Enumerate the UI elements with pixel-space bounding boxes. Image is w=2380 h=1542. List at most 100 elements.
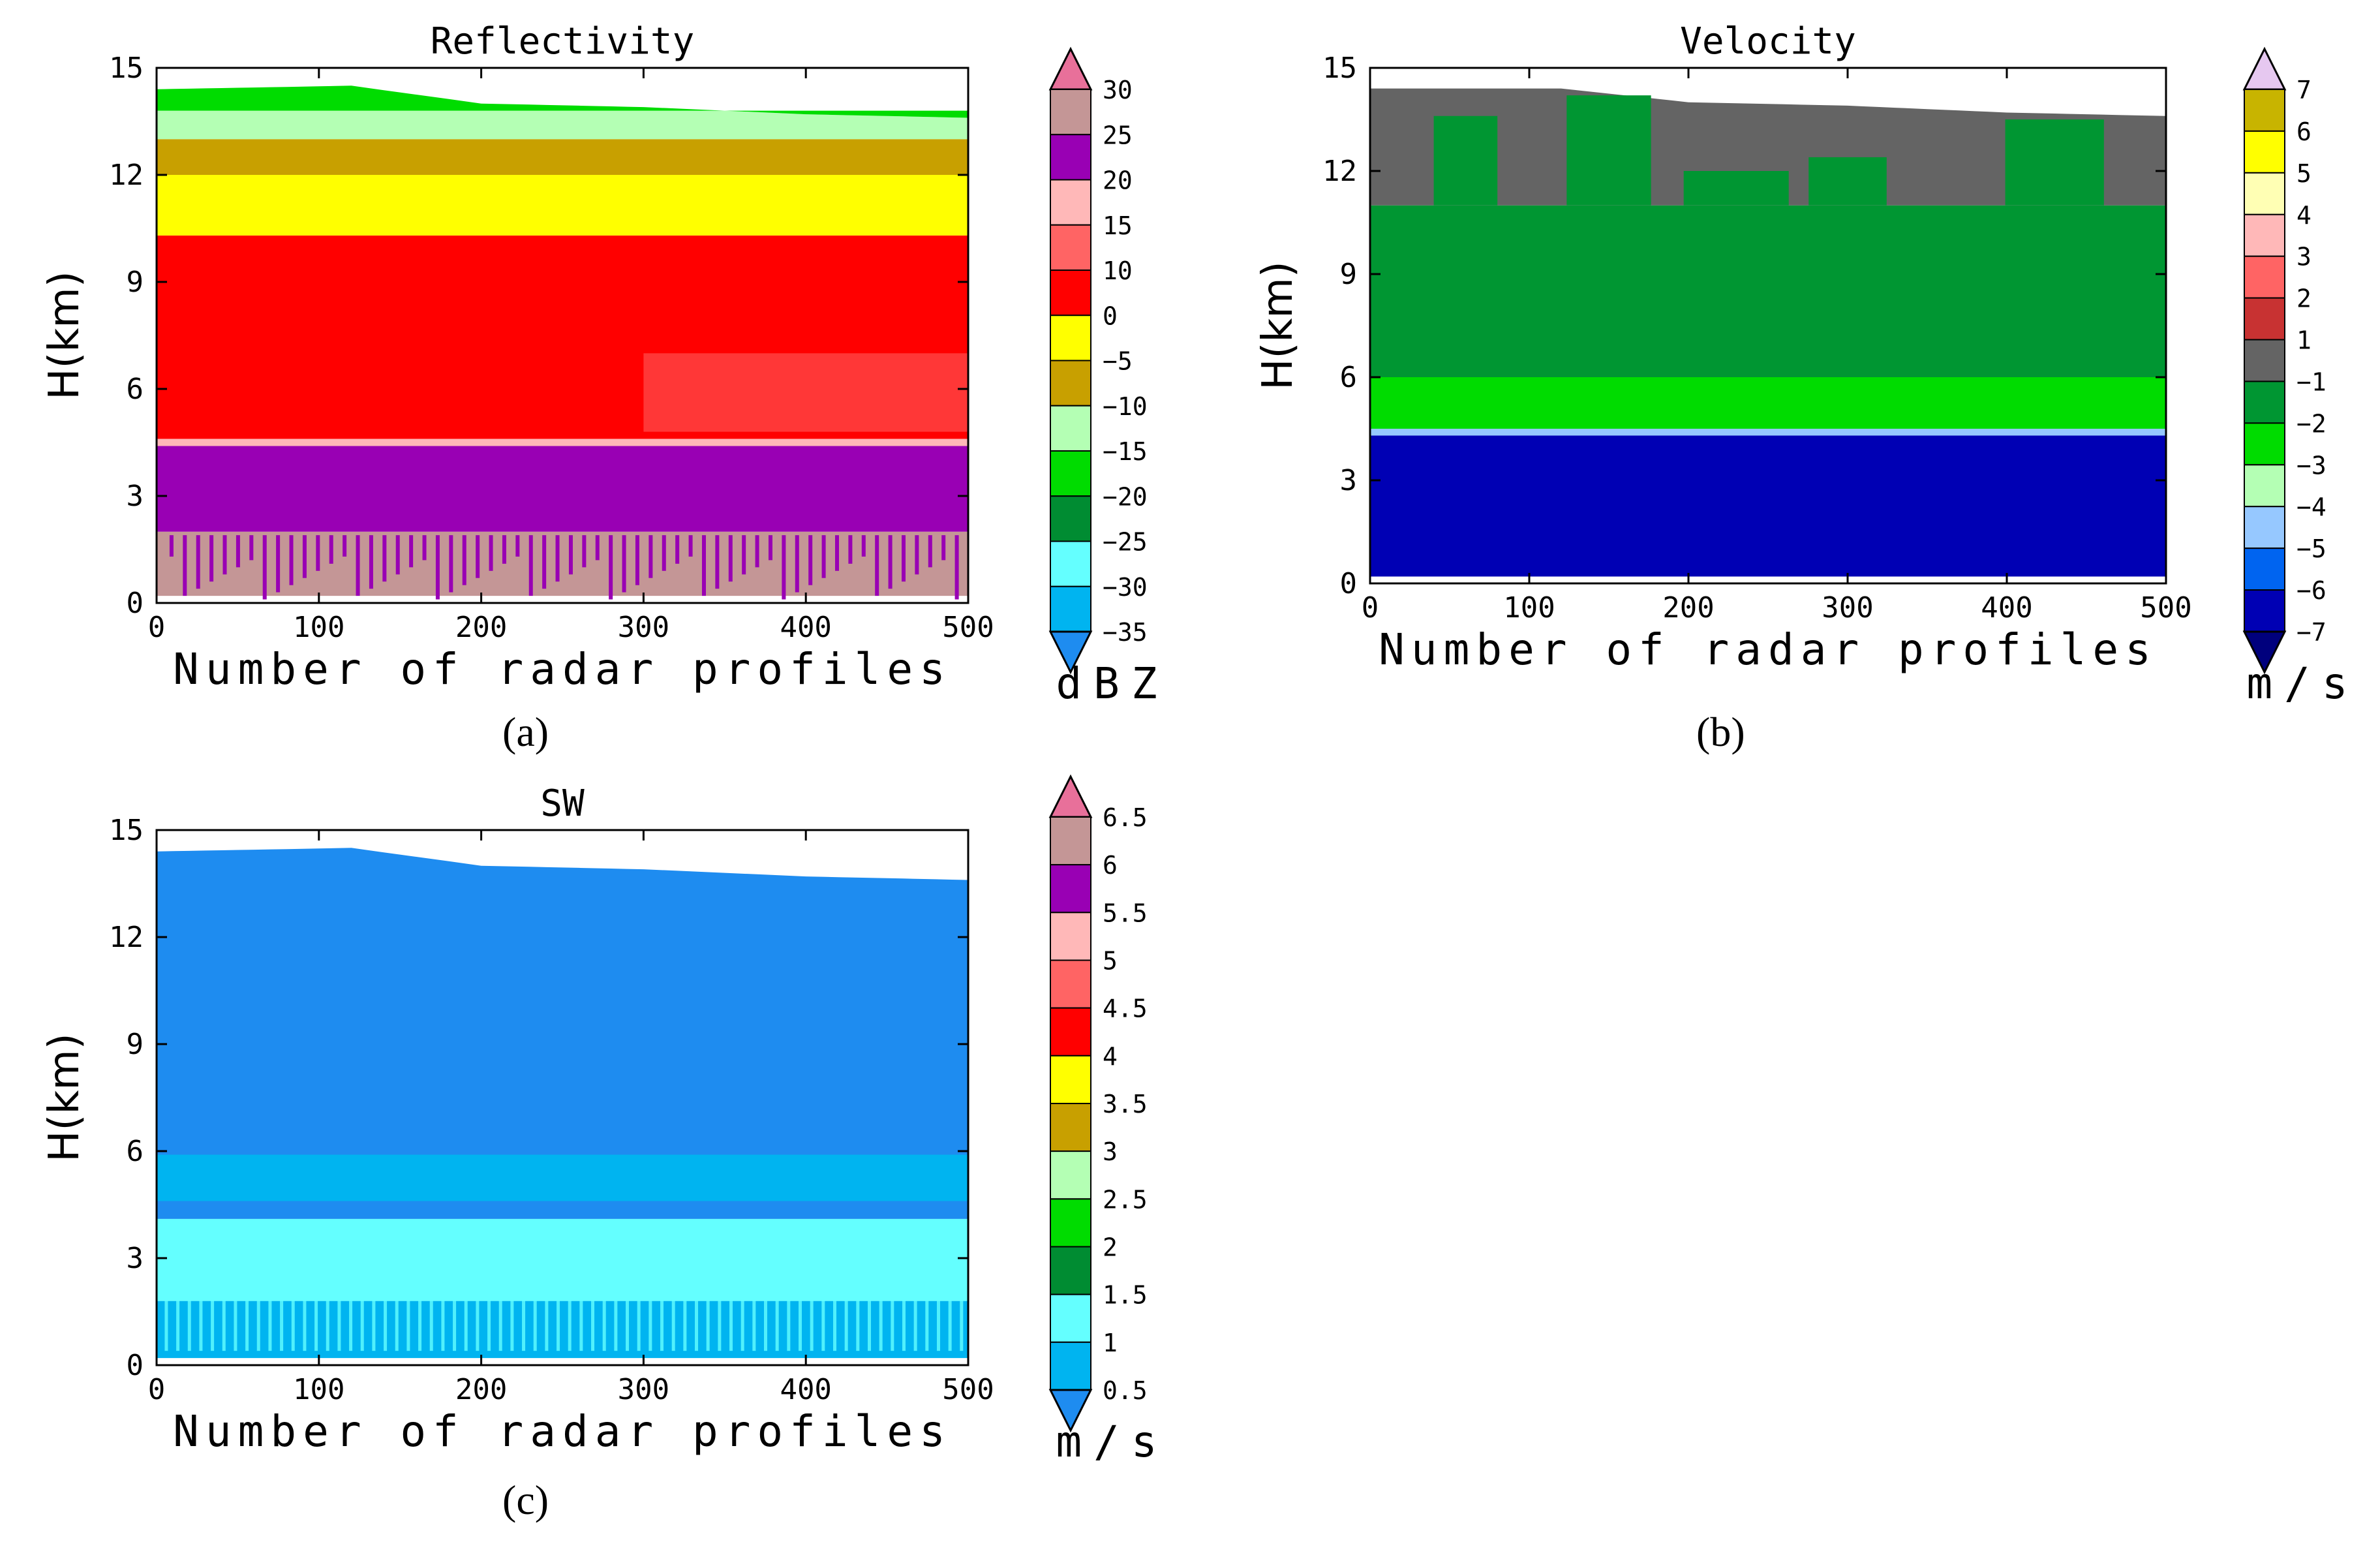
colorbar-level-label: 2.5 bbox=[1103, 1185, 1148, 1214]
y-tick-label: 3 bbox=[127, 1242, 144, 1275]
echo-streak bbox=[595, 535, 600, 561]
colorbar-unit: m/s bbox=[2246, 658, 2359, 709]
chart-title: Velocity bbox=[1680, 20, 1856, 63]
colorbar-level-label: −30 bbox=[1103, 573, 1148, 602]
colorbar-swatch bbox=[1050, 495, 1091, 542]
colorbar-top-arrow bbox=[1048, 774, 1093, 818]
colorbar-swatch bbox=[1050, 450, 1091, 497]
layer-band bbox=[157, 1201, 968, 1219]
echo-streak bbox=[476, 535, 480, 578]
x-axis-label: Number of radar profiles bbox=[1379, 625, 2158, 675]
y-tick-label: 0 bbox=[1340, 567, 1358, 600]
x-tick-label: 300 bbox=[1822, 591, 1873, 625]
colorbar-level-label: 5.5 bbox=[1103, 899, 1148, 927]
colorbar-3: 6.5 6 5.5 5 4.5 4 3.5 3 2.5 2 1.5 1 0.5 m/s bbox=[1048, 774, 1157, 1467]
colorbar-level-label: −2 bbox=[2296, 409, 2327, 438]
colorbar-swatch bbox=[1050, 816, 1091, 866]
layer-band bbox=[157, 439, 968, 446]
colorbar-swatch bbox=[1050, 959, 1091, 1009]
colorbar-level-label: −10 bbox=[1103, 392, 1148, 421]
colorbar-swatch bbox=[2244, 89, 2285, 132]
echo-streak bbox=[464, 1292, 468, 1351]
colorbar-level-label: 4 bbox=[1103, 1042, 1118, 1071]
colorbar-level-label: 5 bbox=[1103, 947, 1118, 976]
colorbar-swatch bbox=[2244, 255, 2285, 299]
plot-area-3 bbox=[157, 848, 968, 1359]
echo-streak bbox=[602, 1282, 606, 1351]
echo-streak bbox=[329, 535, 333, 564]
colorbar-level-label: −5 bbox=[1103, 347, 1133, 376]
echo-streak bbox=[729, 1275, 733, 1351]
echo-streak bbox=[487, 1286, 491, 1351]
x-tick-label: 400 bbox=[1981, 591, 2032, 625]
colorbar-level-label: −20 bbox=[1103, 482, 1148, 511]
echo-streak bbox=[349, 1272, 353, 1351]
colorbar-level-label: −7 bbox=[2296, 618, 2327, 647]
x-tick-label: 100 bbox=[293, 1373, 344, 1406]
echo-streak bbox=[169, 535, 174, 557]
echo-streak bbox=[622, 535, 626, 593]
colorbar-swatch bbox=[2244, 172, 2285, 215]
plot-frame bbox=[155, 829, 969, 1366]
layer-band bbox=[157, 1218, 968, 1301]
echo-streak bbox=[609, 535, 613, 600]
x-tick-label: 500 bbox=[942, 1373, 994, 1406]
echo-streak bbox=[960, 1291, 964, 1351]
echo-plume bbox=[1433, 116, 1498, 206]
echo-streak bbox=[222, 535, 227, 575]
echo-streak bbox=[821, 1276, 825, 1351]
colorbar-level-label: −6 bbox=[2296, 576, 2327, 605]
echo-streak bbox=[291, 1286, 295, 1351]
colorbar-swatch bbox=[1050, 89, 1091, 136]
layer-band bbox=[157, 1154, 968, 1201]
echo-streak bbox=[183, 535, 187, 596]
colorbar-level-label: 6.5 bbox=[1103, 803, 1148, 832]
colorbar-swatch bbox=[1050, 1293, 1091, 1343]
colorbar-swatch bbox=[1050, 1341, 1091, 1391]
echo-accent bbox=[643, 353, 968, 432]
colorbar-swatch bbox=[1050, 315, 1091, 362]
y-tick-label: 15 bbox=[1322, 52, 1357, 85]
y-tick-label: 15 bbox=[109, 52, 144, 85]
chart-panel-1: 0 100 200 300 400 50003691215ReflectivityNumb… bbox=[40, 20, 1157, 709]
x-tick-label: 100 bbox=[1503, 591, 1555, 625]
echo-streak bbox=[422, 535, 427, 561]
echo-streak bbox=[245, 1274, 249, 1351]
echo-streak bbox=[662, 535, 666, 571]
colorbar-swatch bbox=[2244, 380, 2285, 424]
colorbar-swatch bbox=[2244, 464, 2285, 508]
echo-streak bbox=[453, 1271, 457, 1351]
colorbar-level-label: 6 bbox=[2296, 117, 2311, 146]
colorbar-level-label: −15 bbox=[1103, 437, 1148, 466]
echo-streak bbox=[742, 535, 746, 575]
echo-streak bbox=[164, 1293, 168, 1351]
echo-streak bbox=[489, 535, 493, 571]
echo-streak bbox=[928, 535, 932, 568]
echo-streak bbox=[614, 1279, 618, 1351]
echo-streak bbox=[372, 1291, 376, 1351]
echo-streak bbox=[810, 1279, 814, 1351]
chart-title: Reflectivity bbox=[431, 20, 695, 63]
x-axis-label: Number of radar profiles bbox=[173, 644, 952, 694]
colorbar-level-label: −4 bbox=[2296, 493, 2327, 521]
colorbar-swatch bbox=[1050, 134, 1091, 181]
y-tick-label: 9 bbox=[127, 266, 144, 299]
echo-streak bbox=[337, 1275, 341, 1351]
echo-streak bbox=[249, 535, 254, 561]
colorbar-level-label: 2 bbox=[2296, 285, 2311, 313]
echo-streak bbox=[728, 535, 733, 582]
echo-streak bbox=[768, 535, 772, 561]
colorbar-swatch bbox=[1050, 1246, 1091, 1295]
colorbar-level-label: 3 bbox=[2296, 243, 2311, 271]
colorbar-swatch bbox=[1050, 912, 1091, 961]
echo-streak bbox=[406, 1282, 410, 1351]
echo-streak bbox=[675, 535, 680, 564]
echo-streak bbox=[706, 1280, 710, 1351]
x-tick-label: 400 bbox=[780, 1373, 831, 1406]
y-tick-label: 12 bbox=[1322, 155, 1357, 188]
echo-streak bbox=[280, 1289, 284, 1351]
echo-streak bbox=[176, 1291, 180, 1351]
colorbar-level-label: −1 bbox=[2296, 367, 2327, 396]
colorbar-bottom-arrow bbox=[1048, 630, 1093, 675]
